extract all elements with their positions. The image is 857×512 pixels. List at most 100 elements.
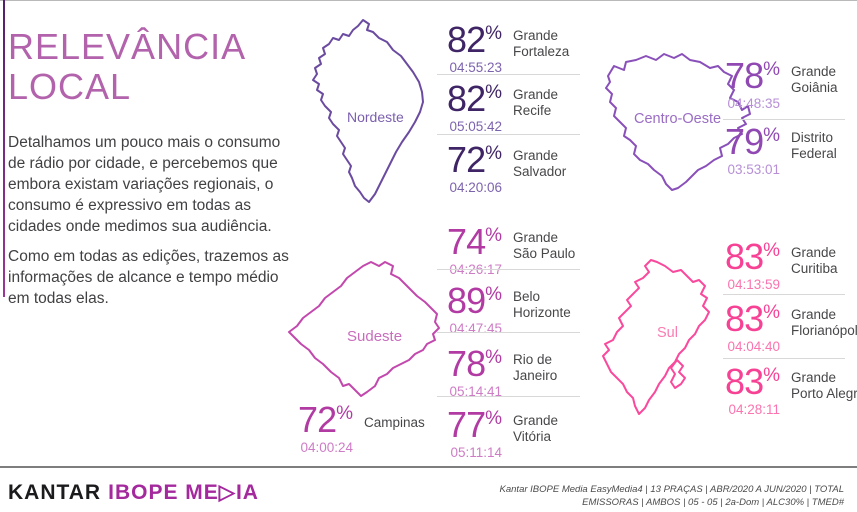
city-label: Grande Porto Alegre: [791, 370, 857, 402]
reach-percent-value: 82: [447, 78, 486, 119]
avg-time: 04:47:45: [449, 321, 502, 336]
nordeste-map-outline: [312, 19, 424, 203]
page-title: RELEVÂNCIA LOCAL: [8, 26, 247, 108]
percent-sign: %: [763, 302, 780, 323]
percent-sign: %: [763, 125, 780, 146]
avg-time: 04:48:35: [727, 96, 780, 111]
row-divider: [437, 74, 580, 75]
stat-row-fortaleza: 82% 04:55:23 Grande Fortaleza: [437, 19, 570, 76]
stat-values: 78% 04:48:35: [723, 55, 780, 112]
footer-divider-line: [0, 466, 857, 468]
stat-row-campinas: 72% 04:00:24 Campinas: [288, 402, 425, 456]
percent-sign: %: [485, 408, 502, 429]
stat-row-rio-de-janeiro: 78% 05:14:41 Rio de Janeiro: [437, 346, 558, 400]
reach-percent: 83%: [723, 239, 780, 275]
avg-time: 04:13:59: [727, 277, 780, 292]
stat-values: 77% 05:11:14: [437, 407, 502, 461]
city-label: Grande Fortaleza: [513, 28, 570, 60]
reach-percent: 79%: [723, 124, 780, 160]
stat-values: 83% 04:13:59: [723, 239, 780, 293]
avg-time: 04:28:11: [728, 402, 780, 417]
stat-values: 72% 04:00:24: [288, 402, 353, 456]
stat-values: 83% 04:04:40: [723, 298, 780, 355]
percent-sign: %: [763, 59, 780, 80]
city-label: Grande Salvador: [513, 148, 567, 180]
logo-kantar-text: KANTAR: [8, 481, 102, 504]
percent-sign: %: [485, 225, 502, 246]
avg-time: 05:05:42: [449, 119, 502, 134]
reach-percent: 78%: [437, 346, 502, 382]
left-accent-line: [3, 0, 5, 297]
reach-percent: 82%: [437, 81, 502, 117]
reach-percent: 89%: [437, 283, 502, 319]
row-divider: [723, 294, 845, 295]
city-label: Distrito Federal: [791, 130, 837, 162]
logo-ibope-media-text: IBOPE ME▷IA: [108, 481, 259, 504]
avg-time: 05:11:14: [450, 445, 502, 460]
percent-sign: %: [485, 143, 502, 164]
stat-row-vitoria: 77% 05:11:14 Grande Vitória: [437, 407, 559, 461]
row-divider: [437, 332, 580, 333]
city-label: Grande Goiânia: [791, 64, 838, 96]
percent-sign: %: [485, 23, 502, 44]
reach-percent: 77%: [437, 407, 502, 443]
centro-oeste-map-label: Centro-Oeste: [634, 111, 722, 127]
stat-values: 89% 04:47:45: [437, 283, 502, 337]
intro-paragraph-1: Detalhamos um pouco mais o consumo de rá…: [8, 134, 281, 236]
percent-sign: %: [485, 347, 502, 368]
avg-time: 04:00:24: [300, 440, 353, 455]
centro-oeste-map-outline: [605, 53, 751, 191]
stat-row-goiania: 78% 04:48:35 Grande Goiânia: [723, 55, 838, 112]
reach-percent-value: 83: [725, 361, 764, 402]
intro-paragraph-2: Como em todas as edições, trazemos as in…: [8, 248, 289, 308]
kantar-ibope-media-logo: KANTAR IBOPE ME▷IA: [8, 480, 259, 505]
stat-values: 82% 05:05:42: [437, 81, 502, 135]
reach-percent: 72%: [437, 142, 502, 178]
stat-row-curitiba: 83% 04:13:59 Grande Curitiba: [723, 239, 838, 293]
stat-values: 83% 04:28:11: [723, 364, 780, 418]
title-line-1: RELEVÂNCIA: [8, 26, 247, 67]
percent-sign: %: [485, 284, 502, 305]
city-label: Grande Vitória: [513, 413, 559, 445]
row-divider: [437, 269, 580, 270]
stat-values: 78% 05:14:41: [437, 346, 502, 400]
city-label: Grande Curitiba: [791, 245, 838, 277]
row-divider: [437, 134, 580, 135]
nordeste-map-label: Nordeste: [347, 109, 404, 125]
row-divider: [723, 358, 845, 359]
avg-time: 04:04:40: [727, 339, 780, 354]
stat-row-florianopolis: 83% 04:04:40 Grande Florianópolis: [723, 298, 857, 355]
source-note-line-2: EMISSORAS | AMBOS | 05 - 05 | 2a-Dom | A…: [582, 496, 844, 508]
percent-sign: %: [336, 403, 353, 424]
reach-percent-value: 83: [725, 236, 764, 277]
sul-map-label: Sul: [657, 325, 678, 341]
city-label: Belo Horizonte: [513, 289, 571, 321]
sudeste-map-label: Sudeste: [347, 328, 403, 345]
reach-percent: 83%: [723, 364, 780, 400]
source-note: Kantar IBOPE Media EasyMedia4 | 13 PRAÇA…: [500, 484, 844, 510]
percent-sign: %: [485, 82, 502, 103]
reach-percent-value: 82: [447, 19, 486, 60]
city-label: Grande São Paulo: [513, 230, 576, 262]
reach-percent-value: 78: [447, 343, 486, 384]
reach-percent: 74%: [437, 224, 502, 260]
percent-sign: %: [763, 365, 780, 386]
reach-percent-value: 79: [725, 121, 764, 162]
percent-sign: %: [763, 240, 780, 261]
reach-percent-value: 78: [725, 55, 764, 96]
reach-percent-value: 77: [447, 404, 486, 445]
city-label: Campinas: [364, 415, 425, 430]
reach-percent-value: 83: [725, 298, 764, 339]
stat-values: 82% 04:55:23: [437, 19, 502, 76]
stat-row-salvador: 72% 04:20:06 Grande Salvador: [437, 142, 567, 196]
source-note-line-1: Kantar IBOPE Media EasyMedia4 | 13 PRAÇA…: [499, 484, 844, 495]
stat-values: 79% 03:53:01: [723, 124, 780, 178]
city-label: Rio de Janeiro: [513, 352, 558, 384]
city-label: Grande Florianópolis: [791, 307, 857, 339]
city-label: Grande Recife: [513, 87, 559, 119]
avg-time: 03:53:01: [727, 162, 780, 177]
stat-row-recife: 82% 05:05:42 Grande Recife: [437, 81, 559, 135]
reach-percent-value: 72: [447, 139, 486, 180]
title-line-2: LOCAL: [8, 66, 132, 108]
